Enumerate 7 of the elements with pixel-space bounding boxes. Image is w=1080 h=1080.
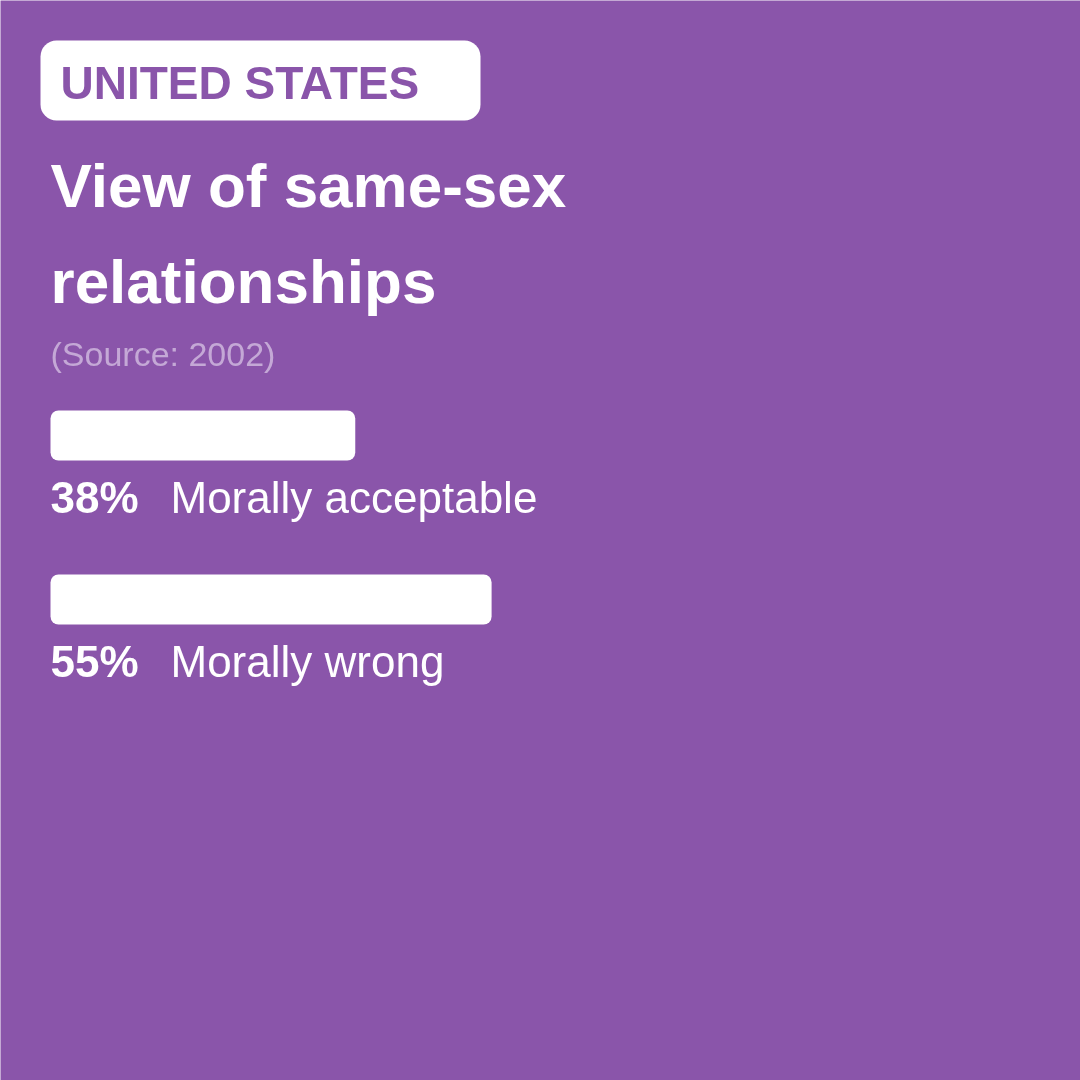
text: UNITED STATES — [60, 56, 420, 109]
y-tick-label: Morally acceptable — [170, 473, 538, 522]
y-tick-label: Morally wrong — [170, 637, 445, 686]
text: (Source: 2002) — [50, 334, 276, 373]
chart-title: View of same-sex relationships — [50, 150, 567, 317]
data-label: 55% — [50, 637, 139, 686]
data-label: 38% — [50, 473, 139, 522]
